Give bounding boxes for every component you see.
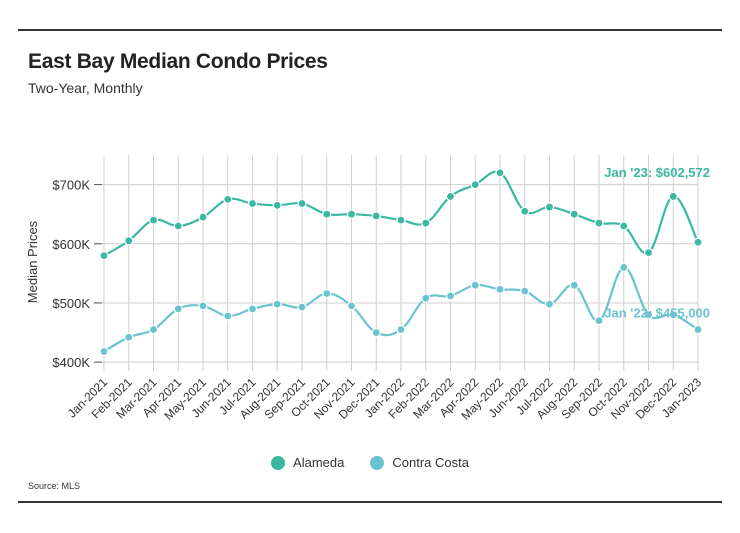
data-point-contra-costa: [445, 291, 456, 301]
data-point-alameda: [99, 251, 109, 261]
data-point-contra-costa: [99, 346, 109, 357]
data-point-contra-costa: [544, 299, 555, 309]
y-tick-label: $600K: [52, 237, 90, 252]
data-point-alameda: [619, 221, 629, 231]
grid-lines: [103, 155, 699, 371]
legend-item-contra-costa: Contra Costa: [370, 455, 469, 470]
data-point-alameda: [495, 168, 505, 178]
data-point-contra-costa: [643, 310, 654, 320]
series-points: [99, 168, 703, 357]
data-point-contra-costa: [198, 301, 208, 311]
legend-item-alameda: Alameda: [271, 455, 344, 470]
data-point-contra-costa: [346, 301, 357, 311]
data-point-alameda: [148, 215, 159, 225]
data-point-alameda: [594, 218, 604, 228]
annotations: Jan '23: $602,572 Jan '22: $455,000: [604, 165, 710, 320]
chart-subtitle: Two-Year, Monthly: [28, 80, 143, 96]
data-point-alameda: [173, 221, 183, 231]
bottom-rule: [18, 501, 722, 503]
top-rule: [18, 29, 722, 31]
legend-swatch-alameda: [271, 455, 286, 470]
data-point-contra-costa: [693, 324, 703, 335]
data-point-contra-costa: [148, 324, 159, 335]
data-point-contra-costa: [272, 299, 282, 309]
y-axis-ticks: $400K $500K $600K $700K: [52, 178, 698, 370]
data-point-alameda: [421, 218, 431, 228]
y-tick-label: $500K: [52, 296, 90, 311]
data-point-alameda: [693, 237, 703, 247]
source-note: Source: MLS: [28, 481, 81, 491]
data-point-alameda: [396, 215, 406, 225]
data-point-alameda: [124, 236, 134, 246]
data-point-contra-costa: [371, 327, 381, 338]
data-point-alameda: [272, 200, 282, 210]
y-axis-label: Median Prices: [25, 220, 40, 303]
x-axis-ticks: Jan-2021Feb-2021Mar-2021Apr-2021May-2021…: [65, 375, 705, 423]
data-point-contra-costa: [520, 286, 530, 296]
data-point-contra-costa: [421, 293, 431, 303]
data-point-contra-costa: [322, 288, 332, 299]
data-point-contra-costa: [297, 302, 307, 312]
data-point-contra-costa: [247, 304, 258, 314]
data-point-contra-costa: [569, 280, 579, 290]
chart-title: East Bay Median Condo Prices: [28, 50, 328, 73]
data-point-alameda: [520, 206, 530, 216]
data-point-alameda: [346, 209, 357, 219]
data-point-contra-costa: [470, 280, 480, 290]
legend-label-alameda: Alameda: [293, 455, 345, 470]
data-point-contra-costa: [495, 284, 505, 294]
data-point-alameda: [569, 209, 579, 219]
data-point-alameda: [247, 198, 258, 209]
data-point-alameda: [470, 179, 480, 190]
annotation-label: Jan '23: $602,572: [604, 165, 710, 180]
data-point-contra-costa: [124, 332, 134, 342]
data-point-alameda: [297, 198, 307, 209]
annotation-label: Jan '22: $455,000: [604, 306, 710, 321]
data-point-alameda: [445, 191, 456, 202]
data-point-contra-costa: [594, 316, 604, 326]
y-tick-label: $700K: [52, 178, 90, 193]
data-point-contra-costa: [396, 324, 406, 335]
data-point-alameda: [371, 211, 381, 221]
data-point-alameda: [668, 191, 678, 202]
data-point-contra-costa: [619, 262, 629, 273]
data-point-alameda: [223, 194, 233, 204]
y-tick-label: $400K: [52, 355, 90, 370]
legend: Alameda Contra Costa: [0, 455, 740, 470]
data-point-alameda: [198, 212, 208, 222]
data-point-alameda: [322, 209, 332, 219]
data-point-contra-costa: [173, 304, 183, 314]
legend-swatch-contra-costa: [370, 455, 385, 470]
data-point-contra-costa: [668, 310, 678, 320]
data-point-contra-costa: [223, 311, 233, 321]
data-point-alameda: [544, 202, 555, 212]
legend-label-contra-costa: Contra Costa: [392, 455, 469, 470]
data-point-alameda: [643, 248, 654, 258]
